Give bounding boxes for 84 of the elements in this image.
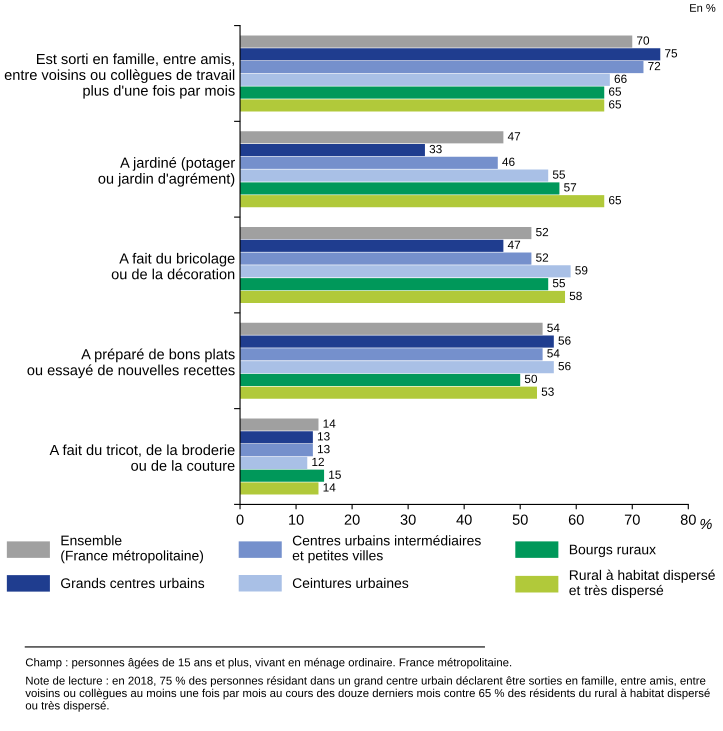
data-label: 54 [547, 324, 560, 332]
x-tick-label: 40 [456, 514, 472, 525]
bar [240, 456, 308, 469]
data-label: 65 [609, 100, 622, 109]
bar [240, 482, 318, 494]
bar [240, 240, 504, 252]
bar [240, 252, 532, 265]
data-label: 65 [609, 87, 622, 96]
legend-label: Grands centres urbains [61, 578, 204, 588]
y-tick-label: A fait du tricot, de la broderie ou de la couture [50, 444, 235, 471]
bar [240, 278, 548, 290]
data-label: 13 [318, 444, 330, 454]
data-label: 59 [575, 266, 588, 275]
bar [240, 322, 543, 335]
data-label: 72 [648, 62, 660, 70]
y-tick-label: A fait du bricolage ou de la décoration [112, 252, 235, 280]
y-tick-label: Est sorti en famille, entre amis, entre voisins ou collègues de travail plus d'une fois par mois [4, 53, 235, 99]
x-tick-label: 0 [236, 514, 244, 525]
bar [240, 265, 571, 278]
data-label: 12 [312, 458, 324, 466]
text: Champ : personnes âgées de 15 ans et plus, vivant en ménage ordinaire. France métropolitaine. [26, 658, 512, 669]
data-label: 46 [502, 158, 515, 166]
bar [240, 86, 604, 99]
bar [240, 386, 538, 399]
bar [240, 131, 504, 144]
bar [240, 290, 566, 303]
x-tick-label: 30 [400, 514, 416, 525]
bar [240, 336, 554, 348]
data-label: 15 [329, 470, 341, 479]
data-label: 54 [547, 349, 560, 358]
bar [240, 99, 604, 112]
bar [240, 144, 425, 156]
data-label: 47 [508, 132, 520, 140]
data-label: 14 [324, 420, 336, 428]
x-tick-label: 60 [568, 514, 584, 525]
x-axis-title: % [700, 518, 712, 530]
data-label: 53 [542, 387, 554, 396]
data-label: 50 [524, 374, 538, 384]
data-label: 52 [536, 253, 548, 262]
x-tick-label: 20 [344, 514, 360, 525]
data-label: 56 [558, 336, 571, 345]
bar [240, 470, 324, 482]
bar [240, 61, 644, 74]
legend-label: Centres urbains intermédiaires et petites villes [292, 535, 481, 564]
x-tick-label: 70 [624, 514, 640, 525]
data-label: 57 [564, 183, 576, 192]
data-label: 70 [637, 36, 650, 45]
bar [240, 348, 543, 360]
x-tick-label: 80 [680, 514, 696, 525]
bar [240, 156, 498, 169]
bar [240, 444, 313, 456]
bar [240, 48, 660, 60]
bar [240, 35, 632, 48]
x-tick-label: 50 [512, 514, 528, 525]
data-label: 75 [665, 49, 678, 58]
data-label: 56 [558, 362, 571, 370]
data-label: 47 [508, 240, 520, 249]
data-label: 55 [552, 170, 566, 179]
data-label: 52 [536, 228, 548, 236]
bar [240, 170, 548, 182]
data-label: 65 [609, 196, 622, 204]
legend-label: Ensemble (France métropolitaine) [61, 535, 204, 564]
text: En % [690, 4, 716, 12]
data-label: 14 [324, 483, 336, 492]
data-label: 55 [552, 279, 566, 288]
legend-label: Rural à habitat dispersé et très dispersé [569, 570, 715, 598]
bar [240, 431, 313, 444]
x-tick-label: 10 [289, 514, 304, 525]
bar [240, 195, 604, 208]
bar [240, 361, 554, 374]
legend-label: Bourgs ruraux [570, 544, 656, 558]
data-label: 33 [430, 144, 442, 154]
y-tick-label: A préparé de bons plats ou essayé de nouvelles recettes [27, 348, 235, 378]
bar [240, 182, 560, 194]
y-tick-label: A jardiné (potager ou jardin d'agrément) [98, 156, 235, 187]
bar [240, 418, 318, 431]
legend-label: Ceintures urbaines [292, 578, 408, 588]
bar [240, 227, 532, 240]
text: Note de lecture : en 2018, 75 % des personnes résidant dans un grand centre urbain déclarent être sorties en famille, entre amis, entre voisins ou collègues au moins une fois par mois au cours des douze derniers mois contre 65 % des résidents du rural à habitat dispersé ou très dispersé. [25, 676, 710, 712]
data-label: 13 [318, 432, 330, 441]
data-label: 58 [570, 292, 582, 300]
data-label: 66 [614, 74, 627, 84]
bar [240, 74, 610, 86]
bar [240, 374, 520, 386]
